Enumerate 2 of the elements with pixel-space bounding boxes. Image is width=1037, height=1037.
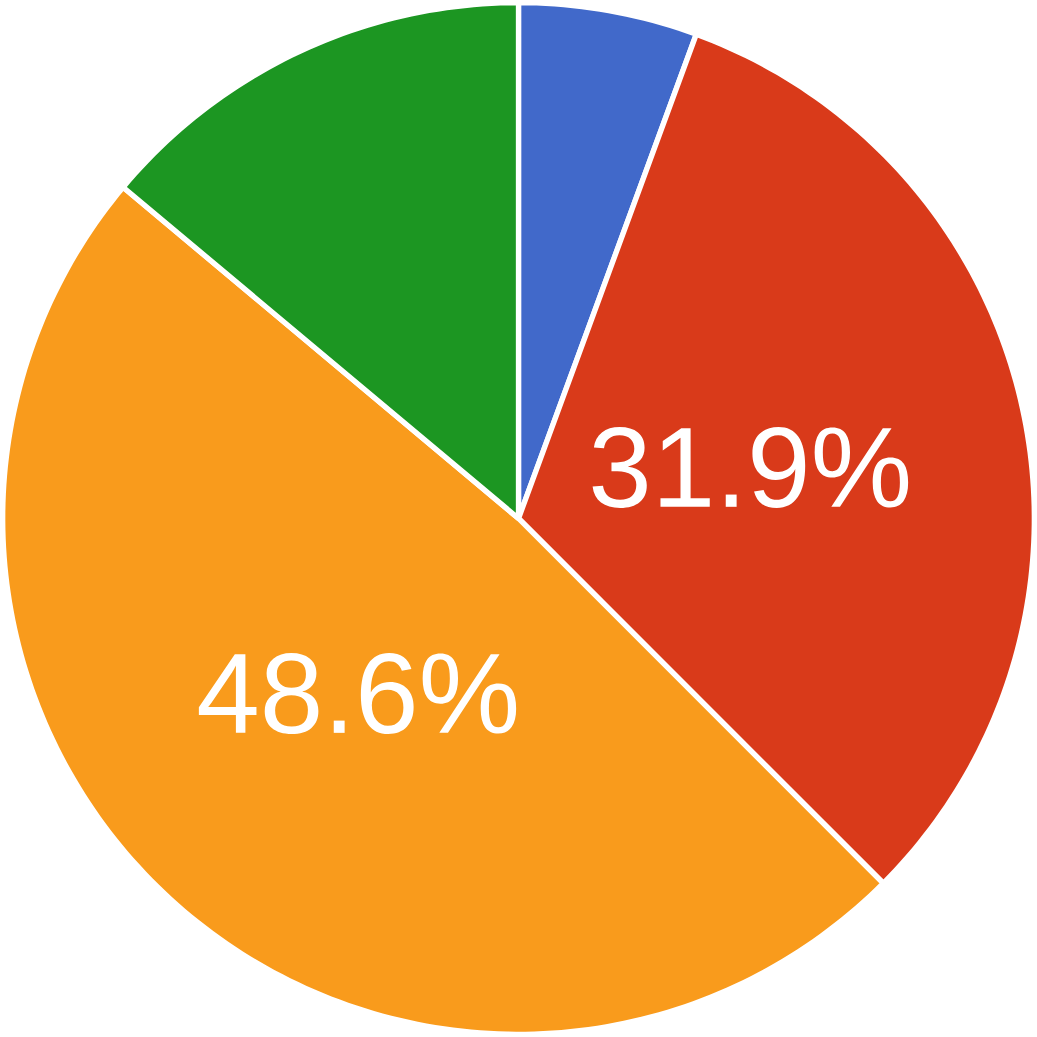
data-label: 31.9% <box>592 427 909 508</box>
data-label: 48.6% <box>198 653 517 734</box>
